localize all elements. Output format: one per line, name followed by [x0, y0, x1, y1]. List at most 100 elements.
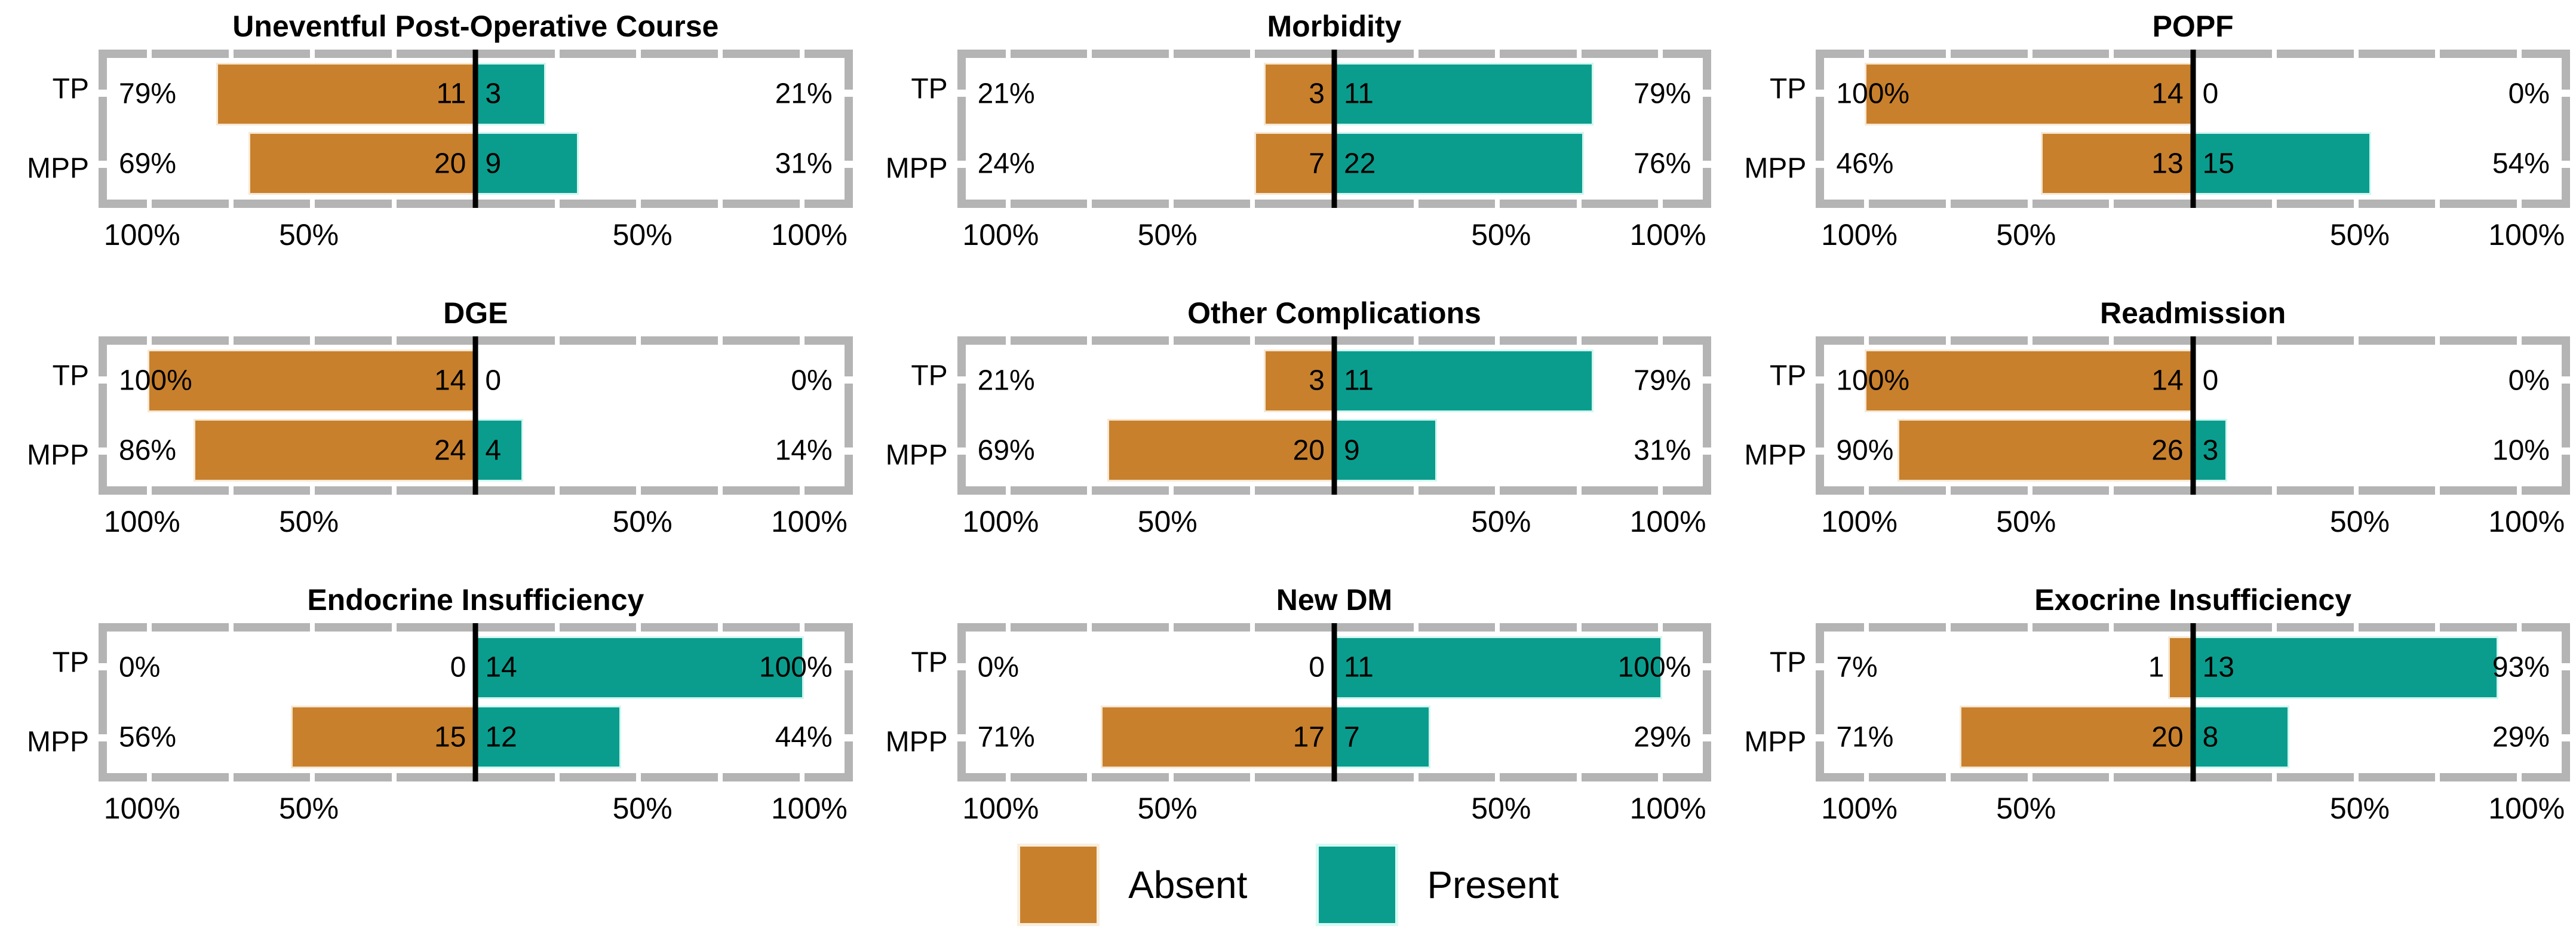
group-label-tp: TP: [52, 73, 89, 105]
absent-count: 17: [1292, 721, 1325, 753]
axis-tick: [391, 200, 397, 208]
group-label-tp: TP: [911, 360, 948, 392]
axis-tick: [636, 486, 641, 495]
axis-tick-label: 50%: [1996, 792, 2056, 825]
bar-row-mpp: 86% 24 4 14%: [107, 419, 845, 482]
present-pct-label: 54%: [2492, 148, 2550, 180]
present-count: 9: [1343, 434, 1360, 467]
absent-pct-label: 86%: [119, 434, 177, 467]
axis-tick: [1658, 200, 1663, 208]
axis-tick: [799, 773, 805, 781]
absent-count: 26: [2151, 434, 2184, 467]
x-axis: 100% 50% 50% 100%: [957, 208, 1712, 262]
absent-bar: [1264, 350, 1334, 412]
axis-tick: [147, 773, 152, 781]
axis-tick: [391, 336, 397, 345]
axis-tick: [2272, 486, 2277, 495]
legend-label: Absent: [1128, 863, 1248, 906]
present-bar: [475, 132, 579, 195]
axis-tick: [2109, 336, 2114, 345]
axis-tick-label: 50%: [1996, 218, 2056, 252]
present-count: 11: [1343, 651, 1374, 683]
group-label-mpp: MPP: [885, 726, 948, 758]
axis-tick: [2516, 336, 2522, 345]
axis-tick-label: 100%: [770, 218, 848, 252]
absent-bar: [1101, 706, 1334, 768]
axis-tick-label: 100%: [1821, 792, 1898, 825]
bar-row-tp: 0% 0 11 100%: [966, 636, 1703, 699]
axis-tick-label: 50%: [278, 792, 339, 825]
group-label-mpp: MPP: [26, 439, 89, 471]
axis-tick: [1945, 623, 1951, 632]
axis-tick: [2353, 773, 2359, 781]
panel-title: POPF: [2152, 10, 2234, 43]
axis-tick: [2353, 200, 2359, 208]
present-bar: [1334, 419, 1438, 482]
axis-tick: [1495, 486, 1500, 495]
axis-tick: [228, 623, 234, 632]
axis-tick: [1576, 336, 1582, 345]
present-pct-label: 93%: [2492, 651, 2550, 683]
axis-tick: [228, 486, 234, 495]
axis-tick: [2272, 200, 2277, 208]
axis-tick: [391, 50, 397, 58]
axis-tick: [2027, 50, 2032, 58]
axis-tick: [1413, 336, 1419, 345]
group-label-tp: TP: [911, 73, 948, 105]
chart-panel: Exocrine Insufficiency TP MPP 7% 1 13 93…: [1717, 578, 2576, 835]
absent-bar: [193, 419, 476, 482]
axis-tick: [1945, 50, 1951, 58]
axis-tick: [1168, 50, 1174, 58]
axis-tick: [1005, 623, 1011, 632]
axis-tick: [717, 486, 723, 495]
plot-frame: 0% 0 11 100% 71% 17 7 29%: [957, 623, 1712, 781]
absent-bar: [248, 132, 476, 195]
row-tick: [1816, 734, 1825, 741]
axis-tick: [554, 773, 560, 781]
axis-tick: [1945, 486, 1951, 495]
axis-tick: [2516, 486, 2522, 495]
absent-pct-label: 21%: [977, 364, 1035, 397]
axis-tick-label: 50%: [1996, 505, 2056, 538]
axis-tick: [554, 336, 560, 345]
absent-pct-label: 24%: [977, 148, 1035, 180]
bar-row-tp: 100% 14 0 0%: [1824, 350, 2562, 412]
present-pct-label: 29%: [1634, 721, 1691, 753]
axis-tick-label: 100%: [770, 792, 848, 825]
absent-count: 20: [434, 148, 466, 180]
axis-tick: [2353, 50, 2359, 58]
group-label-mpp: MPP: [1744, 439, 1807, 471]
axis-tick: [717, 773, 723, 781]
absent-count: 7: [1309, 148, 1325, 180]
axis-tick: [228, 200, 234, 208]
absent-bar: [2168, 636, 2193, 699]
group-label-gutter: TP MPP: [1717, 336, 1816, 495]
axis-tick: [1250, 50, 1255, 58]
bar-row-mpp: 71% 17 7 29%: [966, 706, 1703, 768]
axis-tick: [1576, 623, 1582, 632]
absent-count: 14: [2151, 78, 2184, 110]
absent-bar: [1264, 63, 1334, 125]
axis-tick: [2516, 50, 2522, 58]
legend-item-absent: Absent: [1017, 844, 1247, 926]
present-pct-label: 21%: [775, 78, 833, 110]
present-pct-label: 100%: [1617, 651, 1691, 683]
axis-tick: [2109, 486, 2114, 495]
group-label-tp: TP: [911, 646, 948, 679]
axis-tick: [799, 200, 805, 208]
axis-tick: [554, 50, 560, 58]
absent-swatch: [1017, 844, 1100, 926]
axis-tick: [1168, 200, 1174, 208]
plot-frame: 0% 0 14 100% 56% 15 12 44%: [99, 623, 853, 781]
row-tick: [957, 663, 966, 671]
zero-axis-line: [472, 336, 478, 495]
zero-axis-line: [472, 623, 478, 781]
bar-row-tp: 21% 3 11 79%: [966, 350, 1703, 412]
axis-tick-label: 50%: [1471, 505, 1531, 538]
axis-tick: [391, 486, 397, 495]
axis-tick-label: 100%: [2488, 218, 2565, 252]
chart-panel: POPF TP MPP 100% 14 0 0% 46% 13: [1717, 5, 2576, 262]
panel-title: Endocrine Insufficiency: [307, 583, 644, 617]
bar-row-mpp: 46% 13 15 54%: [1824, 132, 2562, 195]
x-axis: 100% 50% 50% 100%: [99, 495, 853, 548]
